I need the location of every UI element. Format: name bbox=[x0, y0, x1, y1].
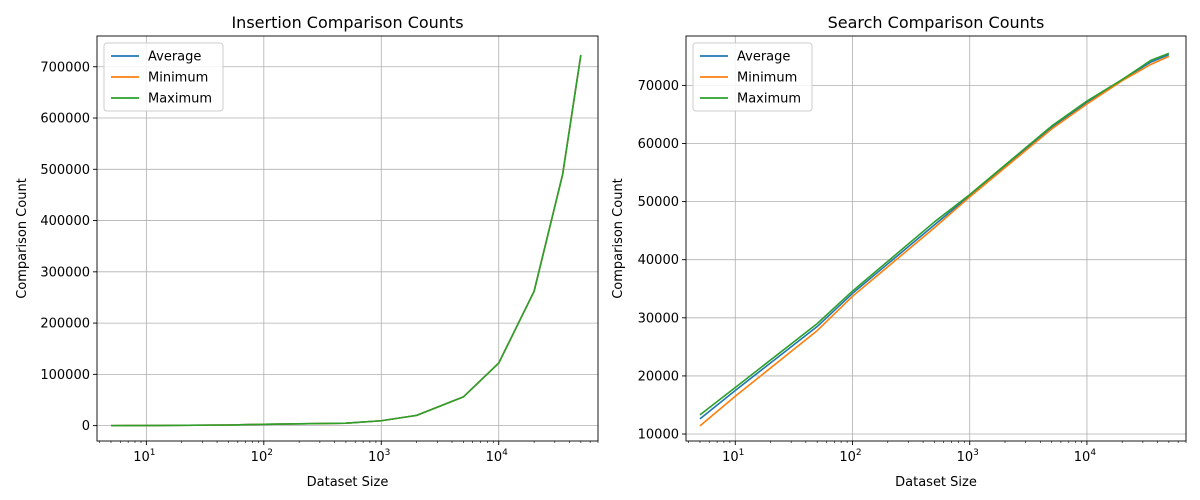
x-tick-base: 10 bbox=[368, 450, 385, 465]
y-tick-label: 10000 bbox=[638, 428, 679, 443]
x-tick-exponent: 3 bbox=[973, 448, 979, 458]
x-tick-label: 104 bbox=[1074, 448, 1097, 465]
x-tick-label: 103 bbox=[957, 448, 979, 465]
x-tick-exponent: 4 bbox=[502, 448, 508, 458]
legend-label-maximum: Maximum bbox=[737, 92, 801, 107]
y-tick-label: 400000 bbox=[40, 214, 90, 229]
x-axis-label: Dataset Size bbox=[895, 475, 977, 490]
x-tick-base: 10 bbox=[133, 450, 150, 465]
plot-frame bbox=[96, 35, 599, 442]
y-tick-label: 70000 bbox=[638, 79, 679, 94]
y-tick-label: 300000 bbox=[40, 265, 90, 280]
x-tick-base: 10 bbox=[722, 450, 739, 465]
x-tick-label: 103 bbox=[368, 448, 390, 465]
y-tick-label: 30000 bbox=[638, 311, 679, 326]
y-tick-label: 50000 bbox=[638, 195, 679, 210]
y-tick-label: 600000 bbox=[40, 112, 90, 127]
x-tick-exponent: 4 bbox=[1090, 448, 1096, 458]
legend-label-minimum: Minimum bbox=[148, 71, 208, 86]
chart-2: 101 102 103 1041000020000300004000050000600… bbox=[611, 13, 1187, 490]
y-tick-label: 100000 bbox=[40, 368, 90, 383]
plot-frame bbox=[685, 35, 1187, 442]
y-axis-label: Comparison Count bbox=[15, 178, 30, 299]
x-tick-base: 10 bbox=[486, 450, 503, 465]
y-tick-label: 40000 bbox=[638, 253, 679, 268]
x-tick-exponent: 2 bbox=[856, 448, 862, 458]
series-line-maximum bbox=[699, 52, 1170, 416]
legend-label-average: Average bbox=[148, 50, 201, 65]
y-tick-label: 0 bbox=[82, 419, 90, 434]
y-axis-label: Comparison Count bbox=[611, 178, 626, 299]
y-tick-label: 500000 bbox=[40, 163, 90, 178]
x-tick-label: 102 bbox=[839, 448, 861, 465]
x-tick-base: 10 bbox=[1074, 450, 1091, 465]
y-tick-label: 200000 bbox=[40, 317, 90, 332]
series-line-maximum bbox=[110, 54, 582, 427]
x-tick-exponent: 3 bbox=[385, 448, 391, 458]
y-tick-label: 700000 bbox=[40, 60, 90, 75]
legend-box bbox=[692, 42, 813, 112]
series-line-minimum bbox=[699, 55, 1170, 427]
x-tick-base: 10 bbox=[251, 450, 268, 465]
chart-title: Search Comparison Counts bbox=[828, 13, 1045, 32]
x-tick-label: 101 bbox=[133, 448, 155, 465]
legend: Average Minimum Maximum bbox=[103, 42, 224, 112]
x-tick-label: 104 bbox=[486, 448, 509, 465]
x-tick-exponent: 1 bbox=[150, 448, 156, 458]
legend-label-minimum: Minimum bbox=[737, 71, 797, 86]
x-tick-exponent: 2 bbox=[267, 448, 273, 458]
legend-box bbox=[103, 42, 224, 112]
legend-label-average: Average bbox=[737, 50, 790, 65]
x-tick-base: 10 bbox=[839, 450, 856, 465]
x-tick-base: 10 bbox=[957, 450, 974, 465]
x-tick-label: 102 bbox=[251, 448, 273, 465]
legend: Average Minimum Maximum bbox=[692, 42, 813, 112]
y-tick-label: 60000 bbox=[638, 137, 679, 152]
x-tick-exponent: 1 bbox=[739, 448, 745, 458]
x-tick-label: 101 bbox=[722, 448, 744, 465]
chart-title: Insertion Comparison Counts bbox=[231, 13, 463, 32]
chart-1: 101 102 103 1040100000200000300000400000500… bbox=[15, 13, 599, 490]
legend-label-maximum: Maximum bbox=[148, 92, 212, 107]
y-tick-label: 20000 bbox=[638, 369, 679, 384]
x-axis-label: Dataset Size bbox=[307, 475, 389, 490]
